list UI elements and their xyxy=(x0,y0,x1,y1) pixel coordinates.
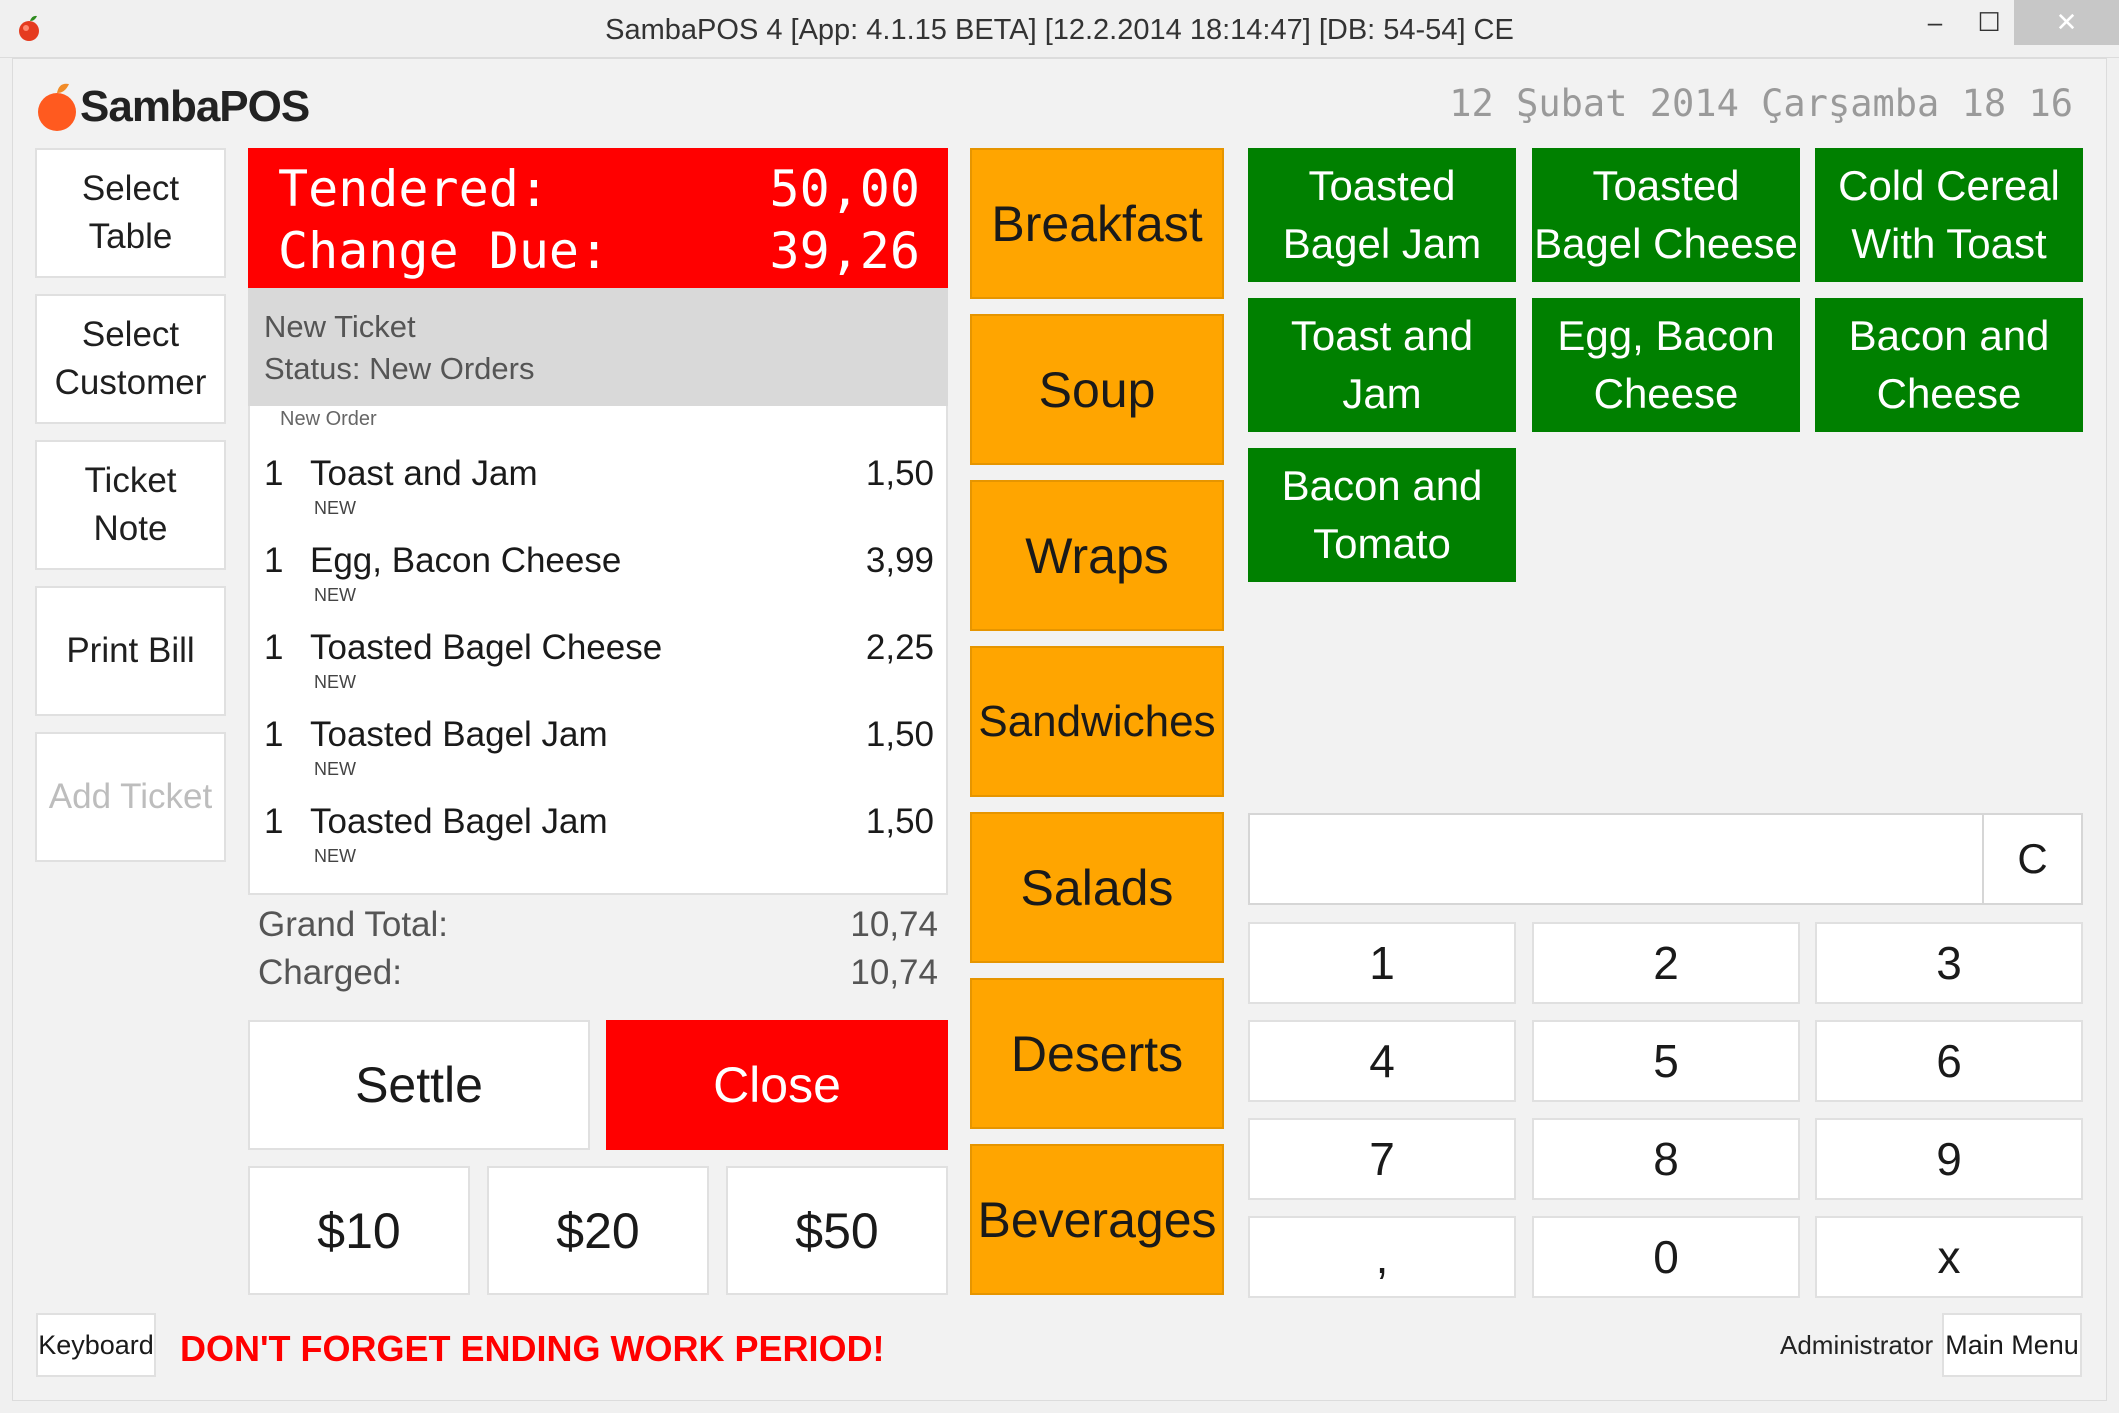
keyboard-button[interactable]: Keyboard xyxy=(36,1313,156,1377)
minimize-icon[interactable]: – xyxy=(1927,7,1943,37)
order-qty: 1 xyxy=(264,715,284,754)
close-icon[interactable]: ✕ xyxy=(2014,0,2119,45)
ticket-status: Status: New Orders xyxy=(264,351,535,386)
numpad-key-multiply[interactable]: x xyxy=(1815,1216,2083,1298)
sambapos-logo: SambaPOS xyxy=(80,82,310,131)
window-title: SambaPOS 4 [App: 4.1.15 BETA] [12.2.2014… xyxy=(605,14,1514,46)
ticket-header: New Ticket Status: New Orders xyxy=(248,288,948,406)
numpad-clear-button[interactable]: C xyxy=(1984,813,2083,905)
numpad-key-4[interactable]: 4 xyxy=(1248,1020,1516,1102)
order-status-tag: NEW xyxy=(314,498,356,518)
menu-item-bacon-and-tomato[interactable]: Bacon and Tomato xyxy=(1248,448,1516,582)
menu-item-bacon-and-cheese[interactable]: Bacon and Cheese xyxy=(1815,298,2083,432)
order-status-tag: NEW xyxy=(314,846,356,866)
order-row[interactable]: 1 Egg, Bacon Cheese 3,99 NEW xyxy=(250,541,950,628)
order-caption: New Order xyxy=(280,408,377,430)
order-name: Toasted Bagel Jam xyxy=(310,802,608,841)
category-deserts[interactable]: Deserts xyxy=(970,978,1224,1129)
ticket-title: New Ticket xyxy=(264,309,416,344)
category-breakfast[interactable]: Breakfast xyxy=(970,148,1224,299)
cash-10-button[interactable]: $10 xyxy=(248,1166,470,1295)
order-qty: 1 xyxy=(264,802,284,841)
order-status-tag: NEW xyxy=(314,585,356,605)
numpad-key-0[interactable]: 0 xyxy=(1532,1216,1800,1298)
cash-50-button[interactable]: $50 xyxy=(726,1166,948,1295)
category-beverages[interactable]: Beverages xyxy=(970,1144,1224,1295)
logged-in-user: Administrator xyxy=(1780,1330,1934,1360)
ticket-note-button[interactable]: Ticket Note xyxy=(35,440,226,570)
order-qty: 1 xyxy=(264,454,284,493)
category-soup[interactable]: Soup xyxy=(970,314,1224,465)
numpad-key-1[interactable]: 1 xyxy=(1248,922,1516,1004)
header-date-time: 12 Şubat 2014 Çarşamba 18 16 xyxy=(1449,82,2073,125)
numpad-key-7[interactable]: 7 xyxy=(1248,1118,1516,1200)
numpad-key-6[interactable]: 6 xyxy=(1815,1020,2083,1102)
menu-item-toasted-bagel-jam[interactable]: Toasted Bagel Jam xyxy=(1248,148,1516,282)
change-due-label: Change Due: xyxy=(278,222,610,280)
order-price: 1,50 xyxy=(865,802,934,841)
grand-total-row: Grand Total: 10,74 xyxy=(248,905,948,953)
order-qty: 1 xyxy=(264,628,284,667)
numpad-key-8[interactable]: 8 xyxy=(1532,1118,1800,1200)
order-name: Egg, Bacon Cheese xyxy=(310,541,622,580)
menu-item-cold-cereal-with-toast[interactable]: Cold Cereal With Toast xyxy=(1815,148,2083,282)
select-table-button[interactable]: Select Table xyxy=(35,148,226,278)
sambapos-logo-icon xyxy=(38,83,76,131)
grand-total-label: Grand Total: xyxy=(258,905,449,944)
order-status-tag: NEW xyxy=(314,672,356,692)
add-ticket-button[interactable]: Add Ticket xyxy=(35,732,226,862)
order-row[interactable]: 1 Toasted Bagel Jam 1,50 NEW xyxy=(250,715,950,802)
order-row[interactable]: 1 Toasted Bagel Jam 1,50 NEW xyxy=(250,802,950,889)
work-period-reminder: DON'T FORGET ENDING WORK PERIOD! xyxy=(180,1328,885,1369)
charged-value: 10,74 xyxy=(850,953,938,992)
numpad-key-3[interactable]: 3 xyxy=(1815,922,2083,1004)
numpad-display[interactable] xyxy=(1248,813,1984,905)
tendered-label: Tendered: xyxy=(278,160,549,218)
menu-item-toasted-bagel-cheese[interactable]: Toasted Bagel Cheese xyxy=(1532,148,1800,282)
category-wraps[interactable]: Wraps xyxy=(970,480,1224,631)
order-qty: 1 xyxy=(264,541,284,580)
numpad-key-comma[interactable]: , xyxy=(1248,1216,1516,1298)
tender-summary: Tendered: 50,00 Change Due: 39,26 xyxy=(248,148,948,288)
order-name: Toasted Bagel Jam xyxy=(310,715,608,754)
tendered-value: 50,00 xyxy=(769,160,920,218)
maximize-icon[interactable]: ☐ xyxy=(1977,7,2001,37)
order-name: Toasted Bagel Cheese xyxy=(310,628,663,667)
order-row[interactable]: 1 Toast and Jam 1,50 NEW xyxy=(250,454,950,541)
ticket-orders: New Order 1 Toast and Jam 1,50 NEW 1 Egg… xyxy=(248,406,948,895)
order-row[interactable]: 1 Toasted Bagel Cheese 2,25 NEW xyxy=(250,628,950,715)
select-customer-button[interactable]: Select Customer xyxy=(35,294,226,424)
charged-row: Charged: 10,74 xyxy=(248,953,948,1001)
title-bar xyxy=(0,0,2119,58)
category-sandwiches[interactable]: Sandwiches xyxy=(970,646,1224,797)
app-apple-icon xyxy=(19,15,39,41)
main-menu-button[interactable]: Main Menu xyxy=(1942,1313,2082,1377)
numpad-key-2[interactable]: 2 xyxy=(1532,922,1800,1004)
category-salads[interactable]: Salads xyxy=(970,812,1224,963)
change-due-value: 39,26 xyxy=(769,222,920,280)
grand-total-value: 10,74 xyxy=(850,905,938,944)
close-ticket-button[interactable]: Close xyxy=(606,1020,948,1150)
numpad-key-9[interactable]: 9 xyxy=(1815,1118,2083,1200)
order-price: 1,50 xyxy=(865,454,934,493)
print-bill-button[interactable]: Print Bill xyxy=(35,586,226,716)
ticket-totals: Grand Total: 10,74 Charged: 10,74 xyxy=(248,905,948,1001)
numpad-key-5[interactable]: 5 xyxy=(1532,1020,1800,1102)
order-price: 3,99 xyxy=(865,541,934,580)
menu-item-toast-and-jam[interactable]: Toast and Jam xyxy=(1248,298,1516,432)
order-status-tag: NEW xyxy=(314,759,356,779)
charged-label: Charged: xyxy=(258,953,402,992)
menu-item-egg-bacon-cheese[interactable]: Egg, Bacon Cheese xyxy=(1532,298,1800,432)
order-price: 2,25 xyxy=(865,628,934,667)
cash-20-button[interactable]: $20 xyxy=(487,1166,709,1295)
order-price: 1,50 xyxy=(865,715,934,754)
settle-button[interactable]: Settle xyxy=(248,1020,590,1150)
order-name: Toast and Jam xyxy=(310,454,538,493)
